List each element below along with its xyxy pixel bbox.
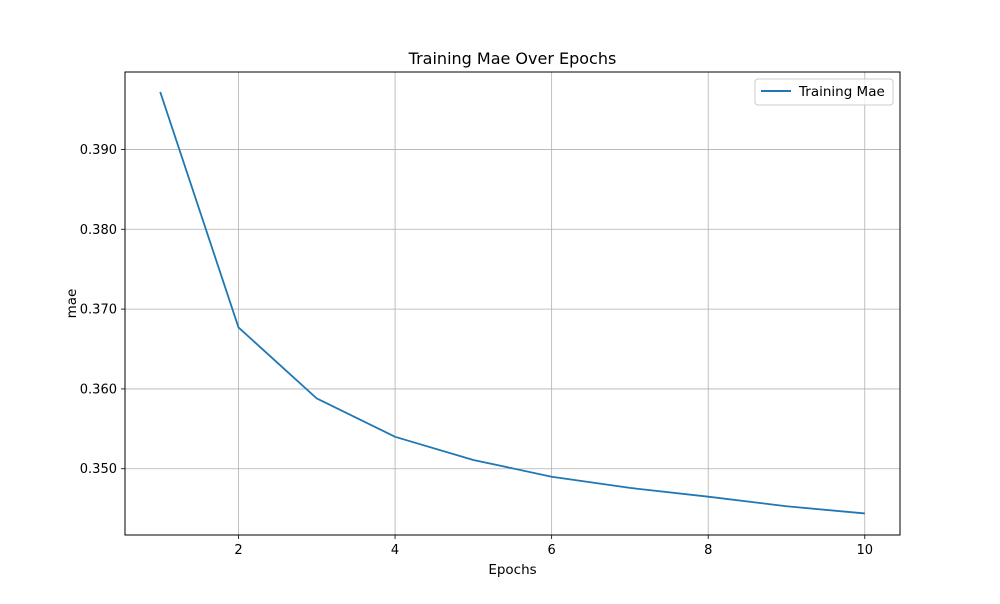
y-tick-label: 0.390 [80, 143, 117, 158]
legend-box [754, 78, 894, 106]
x-tick-label: 8 [704, 543, 712, 558]
series-layer [159, 91, 865, 515]
series-line-training-mae [159, 91, 865, 515]
chart-title: Training Mae Over Epochs [408, 49, 617, 68]
x-axis-label: Epochs [488, 562, 536, 578]
plot-frame [124, 71, 901, 536]
x-tick-label: 4 [391, 543, 399, 558]
y-tick-label: 0.370 [80, 303, 117, 318]
y-axis-label: mae [64, 289, 80, 319]
x-tick-label: 2 [234, 543, 242, 558]
axis-ticks: 2 4 6 8 10 0.350 0.360 0.370 0.380 0.390 [80, 143, 873, 558]
legend: Training Mae [754, 78, 894, 106]
x-tick-label: 10 [856, 543, 873, 558]
x-tick-label: 6 [548, 543, 556, 558]
y-tick-label: 0.380 [80, 223, 117, 238]
y-tick-label: 0.350 [80, 462, 117, 477]
legend-label: Training Mae [798, 84, 885, 100]
y-tick-label: 0.360 [80, 382, 117, 397]
